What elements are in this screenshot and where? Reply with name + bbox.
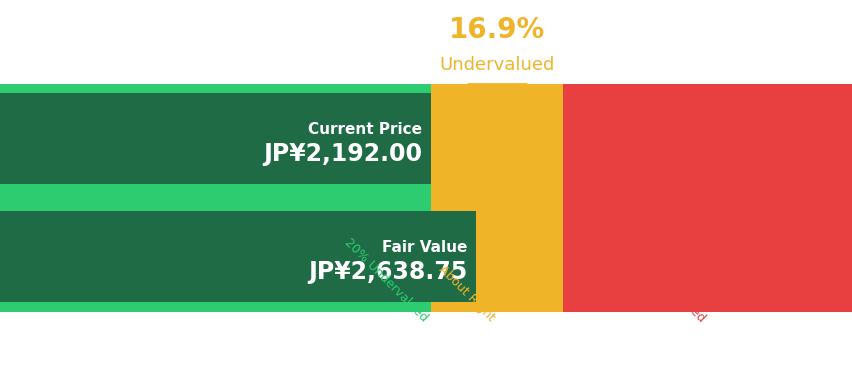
Bar (0, 201, 430, 211)
Text: 20% Overvalued: 20% Overvalued (625, 242, 707, 325)
Bar (0, 302, 430, 312)
Text: 20% Undervalued: 20% Undervalued (342, 236, 430, 325)
Bar (430, 84, 562, 312)
Text: 16.9%: 16.9% (448, 16, 544, 44)
Bar (562, 84, 852, 312)
Text: JP¥2,192.00: JP¥2,192.00 (263, 142, 422, 166)
Text: Current Price: Current Price (308, 122, 422, 137)
Text: Fair Value: Fair Value (382, 239, 467, 255)
Text: JP¥2,638.75: JP¥2,638.75 (308, 260, 467, 284)
Bar (0, 93, 430, 184)
Text: About Right: About Right (435, 263, 496, 325)
Bar (0, 211, 475, 302)
Bar (0, 184, 430, 194)
Bar (0, 84, 430, 93)
Text: Undervalued: Undervalued (439, 55, 554, 74)
Bar (0, 84, 430, 312)
